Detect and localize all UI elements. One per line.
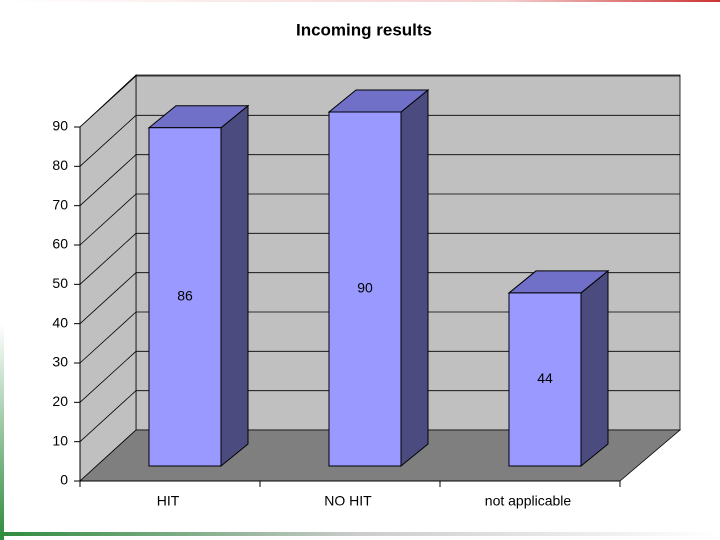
bar-side bbox=[580, 269, 609, 468]
y-tick-label: 10 bbox=[52, 432, 68, 448]
grid-line bbox=[79, 390, 680, 442]
y-tick-label: 60 bbox=[52, 236, 68, 252]
grid-line bbox=[79, 232, 680, 285]
bar bbox=[508, 292, 582, 467]
grid-line bbox=[79, 75, 680, 128]
y-tick-label: 90 bbox=[52, 118, 68, 134]
chart-title: Incoming results bbox=[296, 20, 432, 39]
grid-line bbox=[79, 272, 680, 324]
grid-line bbox=[79, 114, 680, 167]
bar-side bbox=[220, 104, 249, 468]
frame-left bbox=[0, 0, 4, 540]
data-label: 44 bbox=[537, 370, 553, 386]
x-tick-label: not applicable bbox=[485, 493, 572, 509]
side-wall bbox=[79, 74, 137, 482]
grid-line bbox=[79, 311, 680, 364]
y-tick-label: 40 bbox=[52, 314, 68, 330]
y-tick-label: 20 bbox=[52, 393, 68, 409]
bar bbox=[148, 127, 222, 467]
grid-line bbox=[79, 193, 680, 246]
y-tick-label: 70 bbox=[52, 196, 68, 212]
y-tick-label: 30 bbox=[52, 354, 68, 370]
data-label: 86 bbox=[177, 288, 193, 304]
x-tick-label: HIT bbox=[157, 493, 180, 509]
data-label: 90 bbox=[357, 280, 373, 296]
y-tick-label: 0 bbox=[60, 472, 68, 488]
bar-side bbox=[400, 88, 429, 468]
grid-line bbox=[79, 154, 680, 206]
bar bbox=[328, 111, 402, 467]
grid-line bbox=[79, 350, 680, 403]
frame-top bbox=[0, 0, 720, 2]
y-tick-label: 50 bbox=[52, 275, 68, 291]
frame-bottom bbox=[0, 532, 720, 536]
y-tick-label: 80 bbox=[52, 157, 68, 173]
x-tick-label: NO HIT bbox=[324, 493, 372, 509]
